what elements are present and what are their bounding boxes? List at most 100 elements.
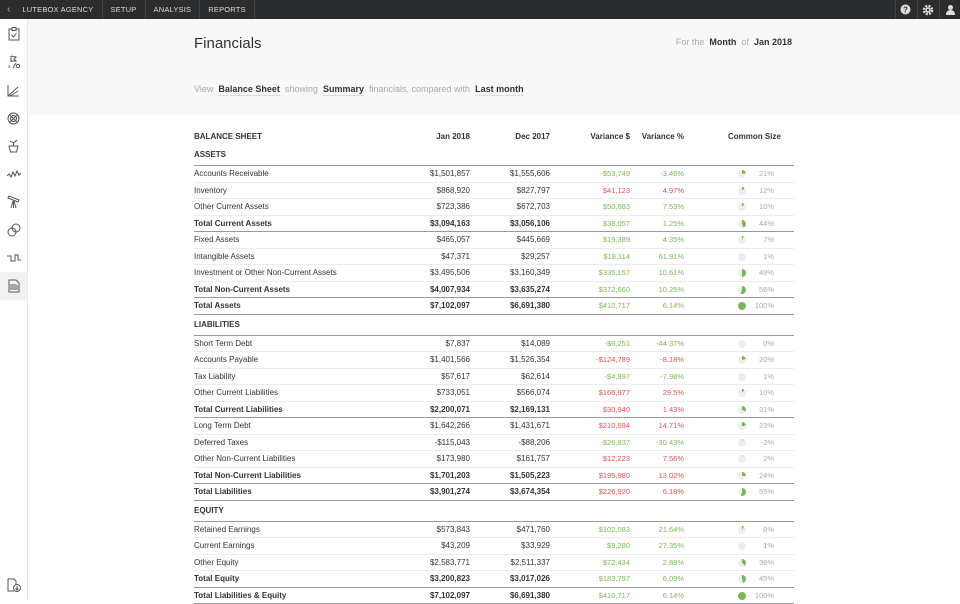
row-label: Total Liabilities xyxy=(194,484,252,500)
table-row[interactable]: Current Earnings $43,209 $33,929 $9,280 … xyxy=(194,538,794,555)
common-size-pct: 21% xyxy=(759,166,774,182)
common-size-pie-icon xyxy=(738,236,746,244)
total-row[interactable]: Total Assets $7,102,097 $6,691,380 $410,… xyxy=(194,298,794,315)
variance-pct: 1.25% xyxy=(663,216,684,232)
variance-pct: 10.61% xyxy=(659,265,684,281)
table-row[interactable]: Inventory $868,920 $827,797 $41,123 4.97… xyxy=(194,183,794,200)
total-row[interactable]: Total Current Liabilities $2,200,071 $2,… xyxy=(194,402,794,419)
variance-dollar: $410,717 xyxy=(599,588,630,604)
compare-to-dropdown[interactable]: Last month xyxy=(475,84,524,96)
row-label: Total Current Liabilities xyxy=(194,402,283,418)
common-size-pct: 100% xyxy=(755,588,774,604)
total-row[interactable]: Total Liabilities & Equity $7,102,097 $6… xyxy=(194,588,794,604)
for-the-label: For the xyxy=(676,37,705,47)
balance-sheet-table: BALANCE SHEET Jan 2018 Dec 2017 Variance… xyxy=(194,129,794,604)
report-type-dropdown[interactable]: Balance Sheet xyxy=(218,84,280,96)
row-label: Tax Liability xyxy=(194,369,235,385)
table-row[interactable]: Long Term Debt $1,642,266 $1,431,671 $21… xyxy=(194,418,794,435)
common-size-pct: 56% xyxy=(759,282,774,298)
common-size-pie-icon xyxy=(738,356,746,364)
strategy-icon[interactable]: x xyxy=(0,49,27,75)
period-selector: For the Month of Jan 2018 xyxy=(676,37,792,47)
table-row[interactable]: Investment or Other Non-Current Assets $… xyxy=(194,265,794,282)
common-size-pct: 44% xyxy=(759,216,774,232)
variance-pct: 27.35% xyxy=(659,538,684,554)
signal-wave-icon[interactable] xyxy=(0,245,27,271)
table-row[interactable]: Accounts Payable $1,401,566 $1,526,354 -… xyxy=(194,352,794,369)
total-row[interactable]: Total Equity $3,200,823 $3,017,026 $183,… xyxy=(194,571,794,588)
plant-pot-icon[interactable] xyxy=(0,133,27,159)
back-chevron-icon[interactable]: ‹ xyxy=(0,0,14,19)
table-row[interactable]: Other Non-Current Liabilities $173,980 $… xyxy=(194,451,794,468)
table-row[interactable]: Other Current Liabilities $733,051 $566,… xyxy=(194,385,794,402)
nav-reports[interactable]: REPORTS xyxy=(200,0,255,19)
jan-value: $3,495,506 xyxy=(430,265,470,281)
common-size-pie-icon xyxy=(738,373,746,381)
telescope-icon[interactable] xyxy=(0,189,27,215)
detail-mode-dropdown[interactable]: Summary xyxy=(323,84,364,96)
jan-value: $573,843 xyxy=(437,522,470,538)
row-label: Accounts Payable xyxy=(194,352,258,368)
nav-analysis[interactable]: ANALYSIS xyxy=(146,0,201,19)
top-nav-bar: ‹ LUTEBOX AGENCY SETUP ANALYSIS REPORTS … xyxy=(0,0,960,19)
gear-icon[interactable] xyxy=(917,0,937,19)
common-size-pie-icon xyxy=(738,439,746,447)
variance-dollar: $30,940 xyxy=(603,402,630,418)
variance-dollar: $195,980 xyxy=(599,468,630,484)
row-label: Fixed Assets xyxy=(194,232,239,248)
variance-dollar: $50,683 xyxy=(603,199,630,215)
total-row[interactable]: Total Non-Current Liabilities $1,701,203… xyxy=(194,468,794,485)
jan-value: $1,401,566 xyxy=(430,352,470,368)
row-label: Total Non-Current Assets xyxy=(194,282,290,298)
document-download-icon[interactable] xyxy=(0,572,27,598)
jan-value: -$115,043 xyxy=(435,435,470,451)
common-size-pie-icon xyxy=(738,302,746,310)
view-options: View Balance Sheet showing Summary finan… xyxy=(194,84,524,94)
line-chart-icon[interactable] xyxy=(0,77,27,103)
variance-dollar: $102,083 xyxy=(599,522,630,538)
common-size-pie-icon xyxy=(738,472,746,480)
total-row[interactable]: Total Non-Current Assets $4,007,934 $3,6… xyxy=(194,282,794,299)
target-icon[interactable] xyxy=(0,105,27,131)
table-row[interactable]: Intangible Assets $47,371 $29,257 $18,11… xyxy=(194,249,794,266)
of-label: of xyxy=(741,37,749,47)
table-row[interactable]: Other Current Assets $723,386 $672,703 $… xyxy=(194,199,794,216)
compared-label: financials, compared with xyxy=(369,84,470,94)
table-row[interactable]: Accounts Receivable $1,501,857 $1,555,60… xyxy=(194,166,794,183)
total-row[interactable]: Total Current Assets $3,094,163 $3,056,1… xyxy=(194,216,794,233)
jan-value: $47,371 xyxy=(441,249,470,265)
common-size-pie-icon xyxy=(738,340,746,348)
section-label: EQUITY xyxy=(194,503,224,519)
table-row[interactable]: Deferred Taxes -$115,043 -$88,206 -$26,8… xyxy=(194,435,794,452)
sidebar: x xyxy=(0,19,28,600)
dec-value: $62,614 xyxy=(521,369,550,385)
section-label: LIABILITIES xyxy=(194,317,240,333)
activity-wave-icon[interactable] xyxy=(0,161,27,187)
common-size-pie-icon xyxy=(738,422,746,430)
table-row[interactable]: Short Term Debt $7,837 $14,089 -$6,251 -… xyxy=(194,336,794,353)
jan-value: $7,837 xyxy=(446,336,470,352)
col-header-variance-dollar: Variance $ xyxy=(590,129,630,145)
user-icon[interactable] xyxy=(939,0,960,19)
period-dropdown[interactable]: Jan 2018 xyxy=(754,37,792,47)
report-document-icon[interactable] xyxy=(0,272,27,300)
overlap-circles-icon[interactable] xyxy=(0,217,27,243)
dec-value: $3,674,354 xyxy=(510,484,550,500)
table-row[interactable]: Retained Earnings $573,843 $471,760 $102… xyxy=(194,522,794,539)
table-row[interactable]: Tax Liability $57,617 $62,614 -$4,997 -7… xyxy=(194,369,794,386)
help-icon[interactable]: ? xyxy=(895,0,915,19)
clipboard-check-icon[interactable] xyxy=(0,21,27,47)
nav-agency[interactable]: LUTEBOX AGENCY xyxy=(14,0,102,19)
common-size-pie-icon xyxy=(738,488,746,496)
row-label: Deferred Taxes xyxy=(194,435,248,451)
variance-dollar: -$26,837 xyxy=(600,435,630,451)
total-row[interactable]: Total Liabilities $3,901,274 $3,674,354 … xyxy=(194,484,794,501)
dec-value: $1,505,223 xyxy=(510,468,550,484)
table-row[interactable]: Other Equity $2,583,771 $2,511,337 $72,4… xyxy=(194,555,794,572)
variance-dollar: $335,157 xyxy=(599,265,630,281)
nav-setup[interactable]: SETUP xyxy=(103,0,146,19)
jan-value: $173,980 xyxy=(437,451,470,467)
table-row[interactable]: Fixed Assets $465,057 $445,669 $19,389 4… xyxy=(194,232,794,249)
period-type-dropdown[interactable]: Month xyxy=(709,37,736,47)
row-label: Accounts Receivable xyxy=(194,166,269,182)
